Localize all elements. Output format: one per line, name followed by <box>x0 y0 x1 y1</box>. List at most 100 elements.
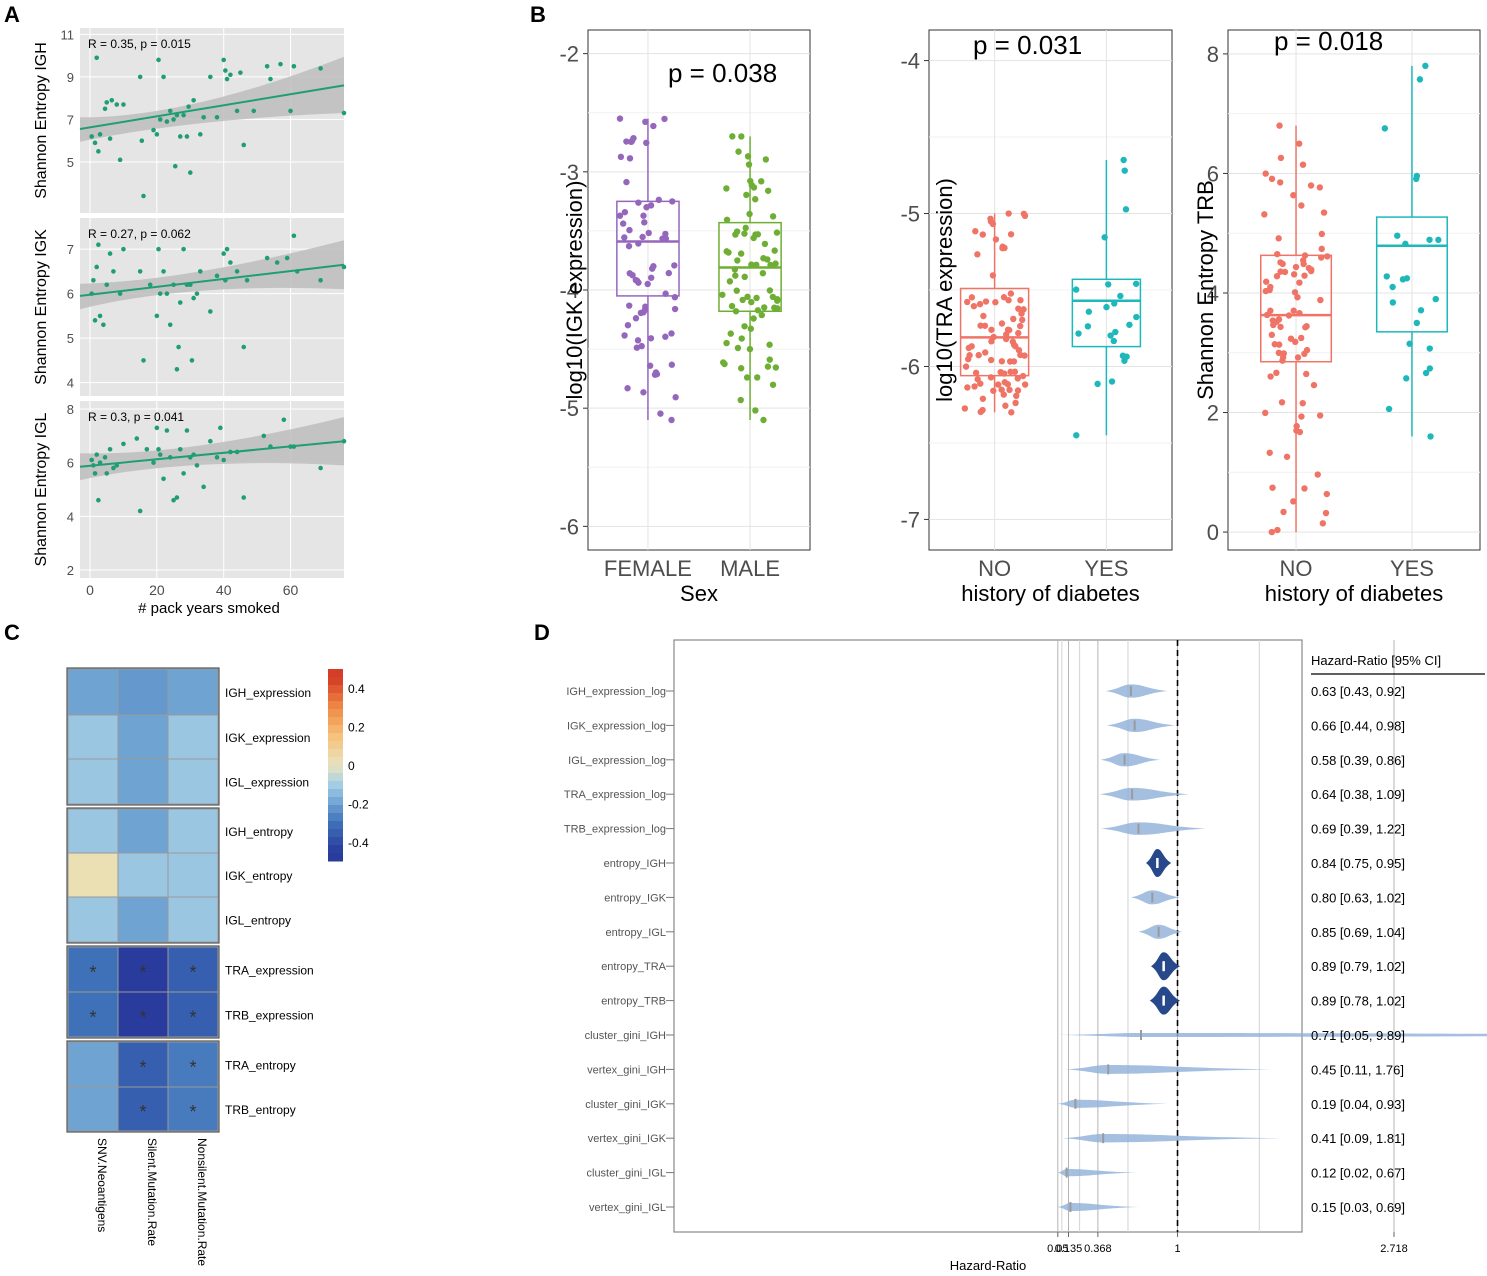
data-point <box>181 246 186 252</box>
data-point <box>288 444 293 449</box>
data-point <box>646 362 654 369</box>
regression-line <box>79 440 345 468</box>
data-point <box>1120 156 1127 164</box>
heatmap-cell <box>67 896 119 943</box>
data-point <box>1292 263 1300 271</box>
row-label: IGK_entropy <box>225 869 292 883</box>
data-point <box>626 302 633 309</box>
data-point <box>1273 272 1281 280</box>
heatmap-cell <box>67 1086 119 1132</box>
data-point <box>729 133 736 140</box>
data-point <box>634 277 641 285</box>
legend-color-step <box>328 773 343 782</box>
ci-violin <box>1057 1202 1139 1212</box>
legend-color-step <box>328 757 343 766</box>
data-point <box>1316 184 1324 191</box>
hazard-ratio-text: 0.12 [0.02, 0.67] <box>1311 1166 1405 1181</box>
data-point <box>995 381 1002 388</box>
heatmap-cell <box>167 668 219 716</box>
data-point <box>1294 294 1301 301</box>
data-point <box>1276 122 1283 129</box>
row-label: TRB_expression_log <box>564 824 666 836</box>
data-point <box>154 313 160 319</box>
data-point <box>734 344 742 352</box>
legend-tick-label: 0.2 <box>348 721 365 735</box>
data-point <box>1126 321 1133 328</box>
data-point <box>294 269 300 274</box>
data-point <box>121 441 126 447</box>
data-point <box>639 233 646 241</box>
data-point <box>633 344 641 351</box>
legend-color-step <box>328 733 343 742</box>
data-point <box>156 246 161 252</box>
data-point <box>1266 449 1273 456</box>
box <box>1260 254 1333 363</box>
data-point <box>264 63 270 69</box>
data-point <box>766 287 774 294</box>
y-axis-label: log10(TRA expression) <box>932 178 957 402</box>
data-point <box>1005 210 1012 217</box>
data-point <box>214 115 220 120</box>
y-tick-label: -6 <box>900 354 920 379</box>
data-point <box>737 365 745 372</box>
data-point <box>1267 373 1274 380</box>
data-point <box>971 383 978 390</box>
ci-violin <box>1146 849 1172 877</box>
y-tick-label: -4 <box>559 278 579 303</box>
data-point <box>1277 323 1284 331</box>
y-tick-label: -2 <box>559 42 579 67</box>
data-point <box>1402 240 1409 248</box>
data-point <box>161 269 166 274</box>
legend-tick-label: -0.2 <box>348 797 369 811</box>
data-point <box>1017 296 1024 304</box>
data-point <box>741 273 748 281</box>
data-point <box>164 291 170 296</box>
y-axis-label: log10(IGK expression) <box>562 181 587 400</box>
panel-letter-a: A <box>4 2 20 27</box>
y-tick-label: 2 <box>1207 401 1219 426</box>
data-point <box>139 138 145 144</box>
data-point <box>769 213 777 220</box>
data-point <box>1275 235 1282 242</box>
data-point <box>748 298 755 306</box>
data-point <box>278 61 283 67</box>
data-point <box>624 385 631 392</box>
heatmap-cell <box>117 1086 169 1132</box>
data-point <box>92 140 98 146</box>
heatmap-cell <box>167 991 219 1038</box>
legend-color-step <box>328 725 343 734</box>
data-point <box>157 291 163 296</box>
data-point <box>1318 230 1326 238</box>
confidence-band <box>80 417 344 481</box>
data-point <box>1292 338 1299 346</box>
data-point <box>184 282 190 288</box>
data-point <box>992 236 1000 243</box>
data-point <box>1381 125 1389 132</box>
data-point <box>1119 352 1127 359</box>
data-point <box>1301 350 1308 358</box>
data-point <box>640 212 647 219</box>
data-point <box>1301 485 1308 492</box>
data-point <box>234 449 240 455</box>
data-point <box>668 361 676 368</box>
data-point <box>114 463 120 468</box>
data-point <box>1111 300 1118 307</box>
data-point <box>1323 490 1330 498</box>
data-point <box>1101 234 1108 241</box>
y-tick-label: 0 <box>1207 520 1219 545</box>
data-point <box>1274 250 1281 258</box>
data-point <box>762 156 770 163</box>
row-label: entropy_IGK <box>604 892 666 904</box>
data-point <box>94 264 100 270</box>
y-tick-label: 6 <box>67 287 74 302</box>
heatmap-cell <box>117 668 169 716</box>
data-point <box>643 204 650 211</box>
data-point <box>1017 322 1024 330</box>
data-point <box>764 187 772 194</box>
data-point <box>723 339 730 347</box>
data-point <box>318 465 323 471</box>
data-point <box>747 325 755 332</box>
y-tick-label: 4 <box>67 509 74 524</box>
x-tick-label: NO <box>1280 556 1313 581</box>
